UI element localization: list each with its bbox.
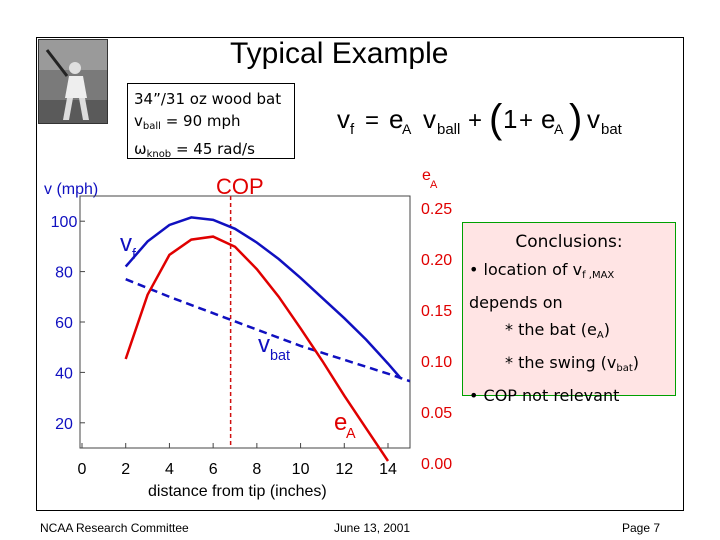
y-axis-label: v (mph) bbox=[44, 181, 98, 198]
series-label-eA: e bbox=[334, 409, 347, 436]
x-tick-label: 0 bbox=[78, 461, 87, 478]
x-tick-label: 14 bbox=[379, 461, 397, 478]
svg-text:A: A bbox=[430, 179, 438, 191]
x-tick-label: 10 bbox=[292, 461, 310, 478]
conclusion-line-4: * the swing (vbat) bbox=[505, 353, 640, 374]
y-tick-label: 20 bbox=[55, 416, 73, 433]
parameters-box: 34”/31 oz wood bat vball = 90 mph ωknob … bbox=[127, 83, 295, 160]
series-eA bbox=[124, 235, 390, 462]
slide-frame bbox=[36, 37, 684, 511]
cop-label: COP bbox=[216, 174, 264, 199]
plot-area: 0 2 4 6 8 10 12 14 20 40 60 80 100 0.00 0.05 0.10 0.15 0.… bbox=[51, 195, 452, 478]
svg-text:e: e bbox=[422, 167, 431, 184]
right-axis-title: e A bbox=[422, 167, 438, 191]
series-vf bbox=[124, 216, 403, 380]
knob-rate: ωknob = 45 rad/s bbox=[134, 140, 255, 160]
y-tick-label-right: 0.20 bbox=[421, 252, 452, 269]
x-tick-label: 2 bbox=[121, 461, 130, 478]
svg-text:ball: ball bbox=[437, 121, 460, 138]
footer-center: June 13, 2001 bbox=[334, 521, 411, 535]
ball-speed: vball = 90 mph bbox=[134, 112, 241, 132]
svg-text:f: f bbox=[350, 121, 355, 138]
footer-right: Page 7 bbox=[622, 521, 661, 535]
svg-text:e: e bbox=[389, 104, 403, 134]
y-tick-label-right: 0.00 bbox=[421, 456, 452, 473]
svg-text:): ) bbox=[569, 97, 582, 141]
exit-speed-formula: v f = e A v ball + ( 1 + e A ) v bat bbox=[337, 97, 623, 141]
x-tick-label: 8 bbox=[252, 461, 261, 478]
y-tick-label: 100 bbox=[51, 214, 78, 231]
conclusions-header: Conclusions: bbox=[515, 232, 623, 252]
svg-text:A: A bbox=[402, 121, 412, 137]
series-label-vf: v bbox=[120, 230, 132, 257]
conclusion-line-5: • COP not relevant bbox=[469, 386, 620, 405]
series-vbat bbox=[125, 278, 411, 383]
y-tick-label-right: 0.10 bbox=[421, 354, 452, 371]
svg-text:=: = bbox=[365, 107, 379, 134]
series-label-sub: A bbox=[346, 426, 356, 442]
svg-text:v: v bbox=[587, 104, 600, 134]
y-tick-label: 60 bbox=[55, 315, 73, 332]
svg-text:(: ( bbox=[489, 97, 503, 141]
conclusions-box: Conclusions: • location of vf ,MAX depen… bbox=[462, 222, 676, 405]
series-label-sub: f bbox=[132, 247, 137, 263]
series-label-vbat: v bbox=[258, 331, 270, 358]
footer-left: NCAA Research Committee bbox=[40, 521, 189, 535]
y-tick-label-right: 0.05 bbox=[421, 405, 452, 422]
x-tick-label: 4 bbox=[165, 461, 174, 478]
x-tick-label: 12 bbox=[335, 461, 353, 478]
svg-text:bat: bat bbox=[601, 121, 623, 138]
svg-text:v: v bbox=[337, 104, 350, 134]
svg-text:A: A bbox=[554, 121, 564, 137]
svg-text:e: e bbox=[541, 104, 555, 134]
svg-text:+: + bbox=[468, 107, 482, 134]
svg-text:1: 1 bbox=[503, 104, 517, 134]
y-tick-label-right: 0.15 bbox=[421, 303, 452, 320]
x-axis-label: distance from tip (inches) bbox=[148, 483, 327, 500]
svg-text:v: v bbox=[423, 104, 436, 134]
y-tick-label-right: 0.25 bbox=[421, 201, 452, 218]
svg-text:+: + bbox=[519, 107, 533, 134]
conclusion-line-3: * the bat (eA) bbox=[505, 320, 610, 341]
bat-spec: 34”/31 oz wood bat bbox=[134, 90, 282, 108]
conclusion-line-2: depends on bbox=[469, 293, 563, 312]
conclusion-line-1: • location of vf ,MAX bbox=[469, 260, 615, 281]
y-tick-label: 40 bbox=[55, 365, 73, 382]
batter-photo bbox=[38, 39, 108, 124]
series-label-sub: bat bbox=[270, 348, 290, 364]
y-tick-label: 80 bbox=[55, 265, 73, 282]
x-tick-label: 6 bbox=[209, 461, 218, 478]
slide-title: Typical Example bbox=[230, 37, 449, 70]
